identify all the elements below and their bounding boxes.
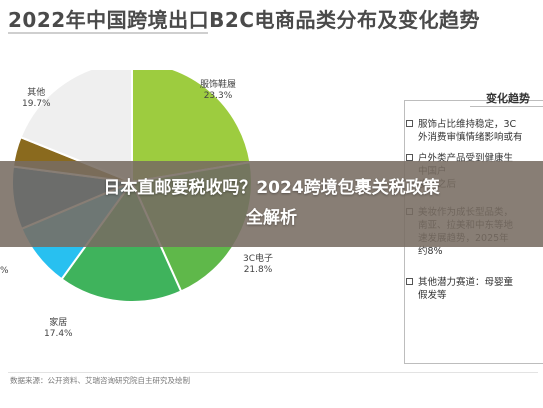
checkbox-bullet-icon xyxy=(406,120,413,127)
slice-name-3c: 3C电子 xyxy=(243,254,274,264)
data-source: 数据来源：公开资料、艾瑞咨询研究院自主研究及绘制 xyxy=(10,376,190,385)
slice-label-apparel: 服饰鞋履 23.3% xyxy=(200,80,236,102)
slice-name-home: 家居 xyxy=(49,318,68,328)
slice-label-home: 家居 17.4% xyxy=(44,318,73,340)
banner-line-2[interactable]: 全解析 xyxy=(246,208,297,228)
slice-percent-3c: 21.8% xyxy=(243,265,273,275)
slice-label-3c: 3C电子 21.8% xyxy=(243,254,273,276)
checkbox-bullet-icon xyxy=(406,154,413,161)
trend-item-text: 其他潜力赛道：母婴童 假发等 xyxy=(418,277,514,301)
trend-item: 其他潜力赛道：母婴童 假发等 xyxy=(406,276,543,302)
pie-slice-0 xyxy=(131,70,252,184)
trend-panel-title-line xyxy=(470,106,543,107)
slice-percent-home: 17.4% xyxy=(44,329,73,339)
slice-label-partial: % xyxy=(0,266,9,277)
checkbox-bullet-icon xyxy=(406,278,413,285)
trend-item-text: 服饰占比维持稳定，3C 外消费审慎情绪影响或有 xyxy=(418,119,523,143)
trend-item: 服饰占比维持稳定，3C 外消费审慎情绪影响或有 xyxy=(406,118,543,144)
title-underline xyxy=(8,32,208,34)
pie-slice-6 xyxy=(19,70,133,184)
article-banner-title[interactable]: 日本直邮要税收吗？2024跨境包裹关税政策 全解析 xyxy=(0,173,543,233)
slice-label-other: 其他 19.7% xyxy=(22,88,51,110)
chart-title: 2022年中国跨境出口B2C电商品类分布及变化趋势 xyxy=(8,8,481,32)
slice-percent-apparel: 23.3% xyxy=(203,91,233,101)
banner-line-1[interactable]: 日本直邮要税收吗？2024跨境包裹关税政策 xyxy=(103,178,440,198)
slice-percent-partial: % xyxy=(0,266,9,276)
article-banner[interactable] xyxy=(0,161,543,247)
source-divider xyxy=(8,372,538,373)
slice-percent-other: 19.7% xyxy=(22,99,51,109)
trend-panel-title: 变化趋势 xyxy=(486,92,530,105)
slice-name-other: 其他 xyxy=(27,88,46,98)
slice-name-apparel: 服饰鞋履 xyxy=(200,80,237,90)
